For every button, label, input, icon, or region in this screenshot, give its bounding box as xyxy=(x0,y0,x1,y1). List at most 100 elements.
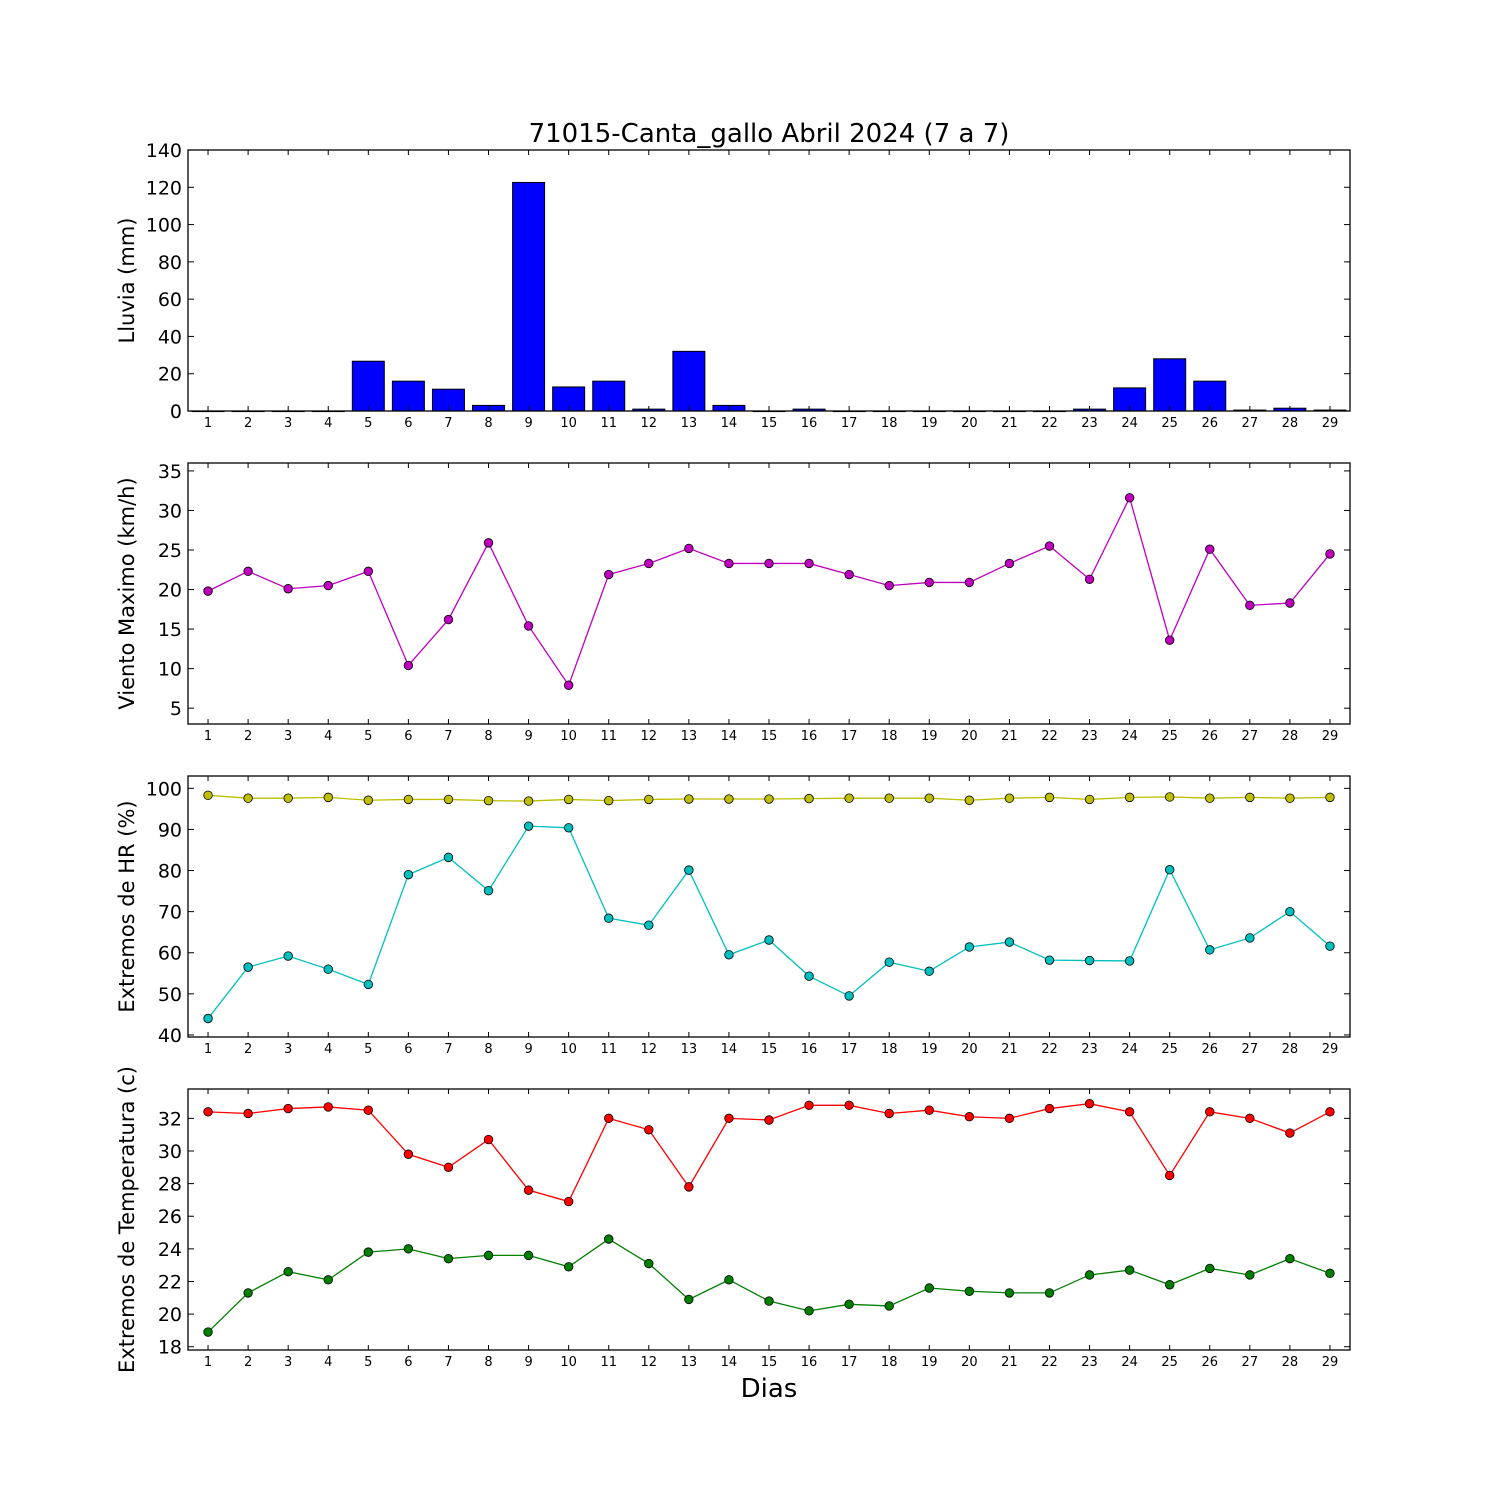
wind-series-1-point xyxy=(1044,541,1055,551)
temperature-series-2-point xyxy=(1124,1265,1135,1275)
wind-xtick-label: 7 xyxy=(444,729,452,744)
temperature-series-2-point xyxy=(1084,1270,1095,1280)
temperature-series-2-point xyxy=(1205,1263,1215,1274)
temperature-xtick-label: 11 xyxy=(600,1355,617,1370)
wind-xtick-label: 21 xyxy=(1001,729,1018,744)
wind-series-1-point xyxy=(1205,544,1215,554)
temperature-series-2-point xyxy=(363,1247,374,1257)
temperature-series-2-point xyxy=(563,1262,574,1272)
rain-xtick-label: 26 xyxy=(1201,416,1218,431)
temperature-series-1-point xyxy=(1124,1107,1135,1117)
temperature-xtick-label: 20 xyxy=(961,1355,978,1370)
temperature-xtick-label: 14 xyxy=(721,1355,738,1370)
rain-xtick-label: 21 xyxy=(1001,416,1018,431)
humidity-series-2-point xyxy=(1084,955,1095,966)
humidity-ytick-label: 90 xyxy=(158,819,182,841)
humidity-series-2-point xyxy=(243,962,253,972)
wind-xtick-label: 16 xyxy=(801,729,818,744)
wind-series-1-point xyxy=(1325,549,1335,559)
chart-title: 71015-Canta_gallo Abril 2024 (7 a 7) xyxy=(529,119,1010,149)
humidity-xtick-label: 5 xyxy=(364,1042,372,1057)
rain-bar xyxy=(512,181,546,412)
humidity-series-2-point xyxy=(764,935,774,945)
humidity-series-2-point xyxy=(1164,865,1175,875)
wind-series-1-point xyxy=(243,566,253,577)
temperature-series-1-point xyxy=(283,1103,293,1114)
temperature-series-2-point xyxy=(1245,1270,1255,1280)
temperature-y-axis-label: Extremos de Temperatura (c) xyxy=(115,1066,139,1373)
humidity-xtick-label: 20 xyxy=(961,1042,978,1057)
temperature-ytick-label: 26 xyxy=(158,1206,182,1228)
wind-series-1-point xyxy=(644,558,654,569)
humidity-series-1-point xyxy=(724,794,734,804)
temperature-series-2-point xyxy=(243,1288,253,1298)
temperature-series-2-point xyxy=(203,1327,213,1337)
humidity-series-1-point xyxy=(844,793,854,803)
temperature-xtick-label: 27 xyxy=(1242,1355,1259,1370)
wind-series-1-point xyxy=(363,566,374,577)
rain-xtick-label: 23 xyxy=(1081,416,1098,431)
temperature-series-2-point xyxy=(644,1258,654,1269)
temperature-xtick-label: 26 xyxy=(1201,1355,1218,1370)
temperature-ytick-label: 24 xyxy=(158,1239,182,1261)
temperature-ytick-label: 20 xyxy=(158,1304,182,1326)
humidity-xtick-label: 10 xyxy=(560,1042,577,1057)
temperature-series-1-point xyxy=(483,1134,494,1145)
humidity-series-1-point xyxy=(1205,793,1215,803)
wind-xtick-label: 18 xyxy=(881,729,898,744)
temperature-xtick-label: 2 xyxy=(244,1355,252,1370)
humidity-series-2-point xyxy=(1245,933,1255,943)
rain-xtick-label: 17 xyxy=(841,416,858,431)
temperature-xtick-label: 17 xyxy=(841,1355,858,1370)
temperature-series-2-point xyxy=(323,1275,333,1285)
humidity-xtick-label: 3 xyxy=(284,1042,292,1057)
temperature-xtick-label: 4 xyxy=(324,1355,332,1370)
wind-series-1-point xyxy=(604,569,614,580)
humidity-series-2-point xyxy=(724,950,734,960)
wind-series-1-point xyxy=(1245,600,1255,611)
temperature-series-2-point xyxy=(1325,1268,1335,1279)
wind-series-1-point xyxy=(523,621,534,631)
wind-xtick-label: 26 xyxy=(1201,729,1218,744)
rain-bar xyxy=(351,360,385,412)
humidity-xtick-label: 18 xyxy=(881,1042,898,1057)
temperature-series-1-point xyxy=(644,1125,654,1135)
humidity-series-2-point xyxy=(1124,956,1135,966)
humidity-series-1-point xyxy=(523,796,534,806)
humidity-series-1-point xyxy=(964,795,975,805)
temperature-xtick-label: 12 xyxy=(641,1355,658,1370)
rain-xtick-label: 3 xyxy=(284,416,292,431)
humidity-series-2-point xyxy=(924,966,934,976)
rain-ytick-label: 140 xyxy=(146,140,182,162)
wind-series-1-point xyxy=(1004,558,1015,569)
humidity-xtick-label: 8 xyxy=(484,1042,492,1057)
rain-xtick-label: 29 xyxy=(1322,416,1339,431)
humidity-series-1-point xyxy=(1285,793,1295,803)
temperature-xtick-label: 23 xyxy=(1081,1355,1098,1370)
humidity-series-2-point xyxy=(403,869,414,880)
humidity-series-2-point xyxy=(323,964,333,974)
wind-xtick-label: 19 xyxy=(921,729,938,744)
rain-ytick-label: 100 xyxy=(146,215,182,237)
humidity-series-2-point xyxy=(1205,945,1215,955)
temperature-xtick-label: 25 xyxy=(1161,1355,1178,1370)
rain-bar xyxy=(672,350,706,412)
humidity-xtick-label: 16 xyxy=(801,1042,818,1057)
temperature-series-1-point xyxy=(1164,1170,1175,1181)
humidity-xtick-label: 21 xyxy=(1001,1042,1018,1057)
rain-xtick-label: 5 xyxy=(364,416,372,431)
temperature-series-2-point xyxy=(964,1286,975,1296)
temperature-xtick-label: 3 xyxy=(284,1355,292,1370)
temperature-series-2-point xyxy=(684,1294,694,1305)
temperature-series-2-point xyxy=(884,1301,894,1311)
wind-series-1-point xyxy=(1164,635,1175,645)
humidity-xtick-label: 15 xyxy=(761,1042,778,1057)
wind-xtick-label: 10 xyxy=(560,729,577,744)
temperature-series-1-point xyxy=(764,1115,774,1125)
temperature-xtick-label: 19 xyxy=(921,1355,938,1370)
wind-xtick-label: 8 xyxy=(484,729,492,744)
wind-xtick-label: 3 xyxy=(284,729,292,744)
humidity-ytick-label: 80 xyxy=(158,861,182,883)
wind-series-1-point xyxy=(443,614,454,625)
